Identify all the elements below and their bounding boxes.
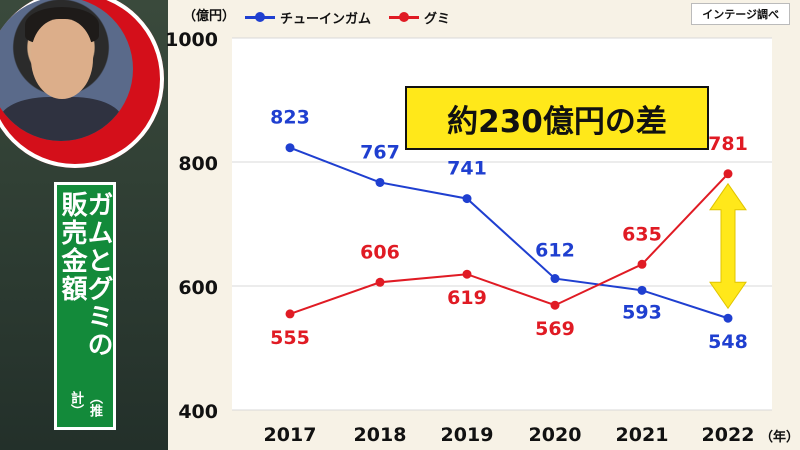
series-1-point-2019 xyxy=(462,269,472,279)
series-0-label-2019: 741 xyxy=(447,158,487,180)
y-tick-1000: 1000 xyxy=(165,29,218,51)
portrait-face xyxy=(31,19,93,99)
side-title-box: ガムとグミの販売金額 （推計） xyxy=(54,182,116,430)
presenter-portrait xyxy=(0,0,133,141)
x-tick-2020: 2020 xyxy=(529,424,582,446)
series-1-label-2022: 781 xyxy=(708,133,748,155)
y-tick-800: 800 xyxy=(178,153,218,175)
series-1-point-2020 xyxy=(550,300,560,310)
x-tick-2017: 2017 xyxy=(264,424,317,446)
legend-swatch-gummy xyxy=(389,11,420,22)
series-line-1 xyxy=(289,173,729,315)
series-0-label-2020: 612 xyxy=(535,240,575,262)
series-0-label-2017: 823 xyxy=(270,107,310,129)
series-1-point-2022 xyxy=(723,169,733,179)
series-0-label-2018: 767 xyxy=(360,141,400,163)
source-label: インテージ調べ xyxy=(691,3,790,25)
series-0-label-2021: 593 xyxy=(622,301,662,323)
series-1-label-2018: 606 xyxy=(360,241,400,263)
series-0-point-2020 xyxy=(550,274,560,284)
series-1-label-2017: 555 xyxy=(270,327,310,349)
series-1-label-2019: 619 xyxy=(447,287,487,309)
side-title: ガムとグミの販売金額 xyxy=(57,191,113,359)
series-0-point-2022 xyxy=(723,313,733,323)
side-subtitle: （推計） xyxy=(68,390,102,417)
series-line-0 xyxy=(289,146,729,320)
x-tick-2018: 2018 xyxy=(354,424,407,446)
x-tick-2022: 2022 xyxy=(702,424,755,446)
series-1-label-2021: 635 xyxy=(622,223,662,245)
series-1-label-2020: 569 xyxy=(535,318,575,340)
legend-swatch-gum xyxy=(245,11,275,22)
legend-item-gummy: グミ xyxy=(389,8,450,27)
series-1-point-2017 xyxy=(285,309,295,319)
series-0-point-2021 xyxy=(637,285,647,295)
y-axis-label: （億円） xyxy=(183,8,235,24)
difference-arrow-icon xyxy=(709,182,747,310)
difference-callout: 約230億円の差 xyxy=(405,86,709,150)
series-1-point-2021 xyxy=(637,259,647,269)
series-0-point-2018 xyxy=(375,177,385,187)
series-0-point-2017 xyxy=(285,143,295,153)
legend-label-gummy: グミ xyxy=(424,11,451,27)
series-0-point-2019 xyxy=(462,194,472,204)
series-1-point-2018 xyxy=(375,277,385,287)
x-axis-label: （年） xyxy=(760,429,799,445)
legend-label-gum: チューインガム xyxy=(280,11,372,27)
portrait-suit xyxy=(0,97,123,141)
portrait-frame xyxy=(0,0,164,168)
legend-item-gum: チューインガム xyxy=(245,8,371,27)
x-tick-2019: 2019 xyxy=(441,424,494,446)
legend: チューインガム グミ xyxy=(245,6,468,28)
series-0-label-2022: 548 xyxy=(708,331,748,353)
y-tick-400: 400 xyxy=(178,401,218,423)
y-tick-600: 600 xyxy=(178,277,218,299)
x-tick-2021: 2021 xyxy=(616,424,669,446)
